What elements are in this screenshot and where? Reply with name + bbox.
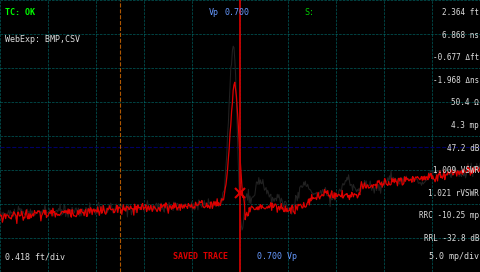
- Text: 1.021 rVSWR: 1.021 rVSWR: [428, 189, 479, 198]
- Text: 5.0 mp/div: 5.0 mp/div: [429, 252, 479, 261]
- Text: 2.364 ft: 2.364 ft: [442, 8, 479, 17]
- Text: WebExp: BMP,CSV: WebExp: BMP,CSV: [5, 35, 80, 44]
- Text: 4.3 mp: 4.3 mp: [451, 121, 479, 130]
- Text: S:: S:: [305, 8, 315, 17]
- Text: 1.009 VSWR: 1.009 VSWR: [433, 166, 479, 175]
- Text: RRL -32.8 dB: RRL -32.8 dB: [423, 234, 479, 243]
- Text: -0.677 Δft: -0.677 Δft: [433, 53, 479, 62]
- Text: -1.968 Δns: -1.968 Δns: [433, 76, 479, 85]
- Text: 47.2 dB: 47.2 dB: [447, 144, 479, 153]
- Text: 0.700: 0.700: [225, 8, 250, 17]
- Text: TC: OK: TC: OK: [5, 8, 35, 17]
- Text: 0.700 Vp: 0.700 Vp: [257, 252, 297, 261]
- Text: 0.418 ft/div: 0.418 ft/div: [5, 252, 65, 261]
- Text: 50.4 Ω: 50.4 Ω: [451, 98, 479, 107]
- Text: SAVED TRACE: SAVED TRACE: [173, 252, 228, 261]
- Text: 6.868 ns: 6.868 ns: [442, 31, 479, 40]
- Text: Vp: Vp: [209, 8, 219, 17]
- Text: RRC -10.25 mp: RRC -10.25 mp: [419, 211, 479, 220]
